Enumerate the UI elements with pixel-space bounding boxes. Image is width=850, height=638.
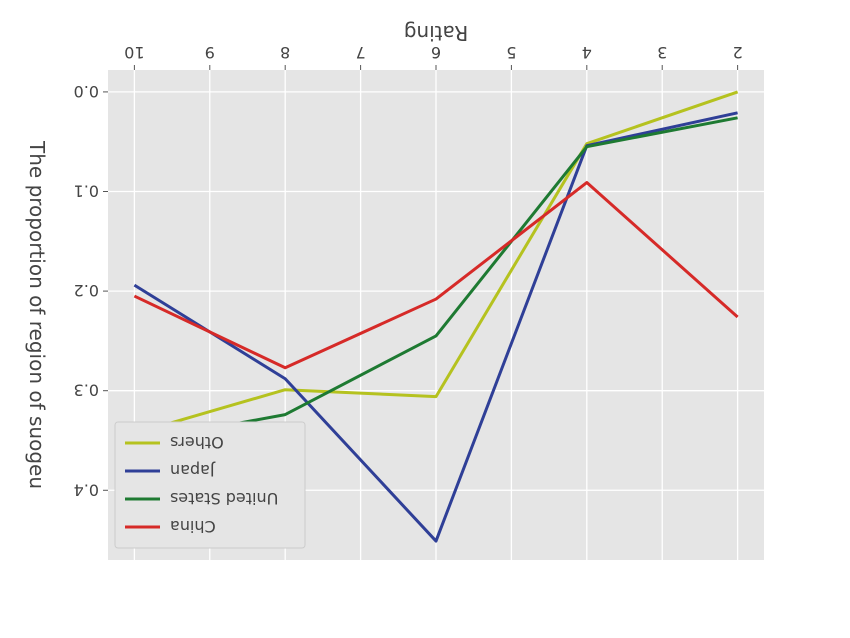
y-tick-label: 0.3 <box>74 381 99 400</box>
x-tick-label: 2 <box>733 43 743 62</box>
x-tick-label: 6 <box>431 43 441 62</box>
legend-label: China <box>170 517 216 536</box>
x-tick-label: 8 <box>280 43 290 62</box>
legend-label: Others <box>170 433 224 452</box>
y-axis-ticks: 0.0 0.1 0.2 0.3 0.4 <box>74 82 108 499</box>
y-tick-label: 0.0 <box>74 82 99 101</box>
x-axis-label: Rating <box>404 21 468 45</box>
x-tick-label: 10 <box>124 43 144 62</box>
series-line-japan <box>133 111 738 543</box>
x-tick-label: 9 <box>205 43 215 62</box>
y-tick-label: 0.2 <box>74 281 99 300</box>
x-axis-ticks: 2 3 4 5 6 7 8 9 10 <box>124 43 743 70</box>
x-tick-label: 7 <box>356 43 366 62</box>
series-line-china <box>133 181 739 370</box>
legend-label: United States <box>170 489 278 508</box>
x-tick-label: 4 <box>582 43 592 62</box>
legend-box <box>114 421 306 549</box>
x-tick-label: 3 <box>657 43 667 62</box>
series-line-others <box>133 90 739 435</box>
legend-label: Japan <box>170 461 216 480</box>
y-tick-label: 0.1 <box>74 182 99 201</box>
x-tick-label: 5 <box>506 43 516 62</box>
y-axis-label: The proportion of region of suogeu <box>25 140 49 489</box>
y-tick-label: 0.4 <box>74 480 99 499</box>
legend: China United States Japan Others <box>114 421 306 549</box>
